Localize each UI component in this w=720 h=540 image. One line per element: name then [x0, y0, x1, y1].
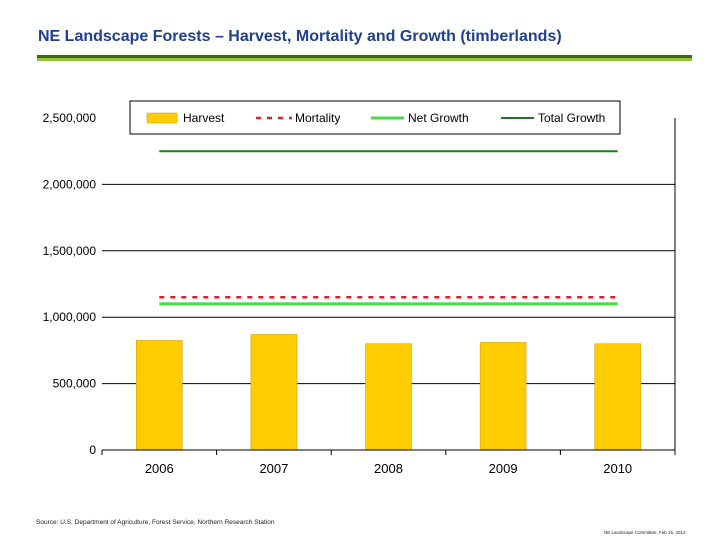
title-rule-accent [37, 58, 692, 61]
legend-mortality-label: Mortality [295, 111, 340, 125]
x-tick-label: 2008 [374, 461, 403, 476]
footer-note: NE Landscape Committee, Feb 15, 2012 [604, 530, 686, 535]
y-tick-label: 2,000,000 [43, 177, 97, 191]
y-tick-label: 500,000 [53, 377, 97, 391]
source-note: Source: U.S. Department of Agriculture, … [36, 519, 275, 526]
harvest-bar [365, 343, 412, 451]
legend-total-growth-label: Total Growth [538, 111, 605, 125]
title-rule [37, 55, 692, 58]
harvest-bar [250, 334, 298, 451]
x-tick-labels: 2006 2007 2008 2009 2010 [145, 461, 632, 476]
legend-harvest-swatch [146, 112, 178, 124]
harvest-bar [136, 340, 183, 451]
x-tick-label: 2009 [489, 461, 518, 476]
y-tick-label: 1,500,000 [43, 244, 97, 258]
growth-lines [159, 150, 618, 306]
harvest-bar [479, 342, 527, 451]
y-tick-label: 0 [89, 443, 96, 457]
harvest-bars [136, 334, 641, 451]
axes [101, 118, 676, 455]
legend-harvest-label: Harvest [183, 111, 225, 125]
x-tick-label: 2007 [259, 461, 288, 476]
x-tick-label: 2006 [145, 461, 174, 476]
y-tick-label: 2,500,000 [43, 111, 97, 125]
y-tick-labels: 2,500,000 2,000,000 1,500,000 1,000,000 500,… [43, 111, 97, 457]
harvest-bar [594, 343, 641, 451]
slide-title: NE Landscape Forests – Harvest, Mortalit… [38, 28, 562, 45]
y-tick-label: 1,000,000 [43, 310, 97, 324]
legend-net-growth-label: Net Growth [408, 111, 469, 125]
legend: Harvest Mortality Net Growth Total Growth [129, 100, 621, 135]
x-tick-label: 2010 [603, 461, 632, 476]
